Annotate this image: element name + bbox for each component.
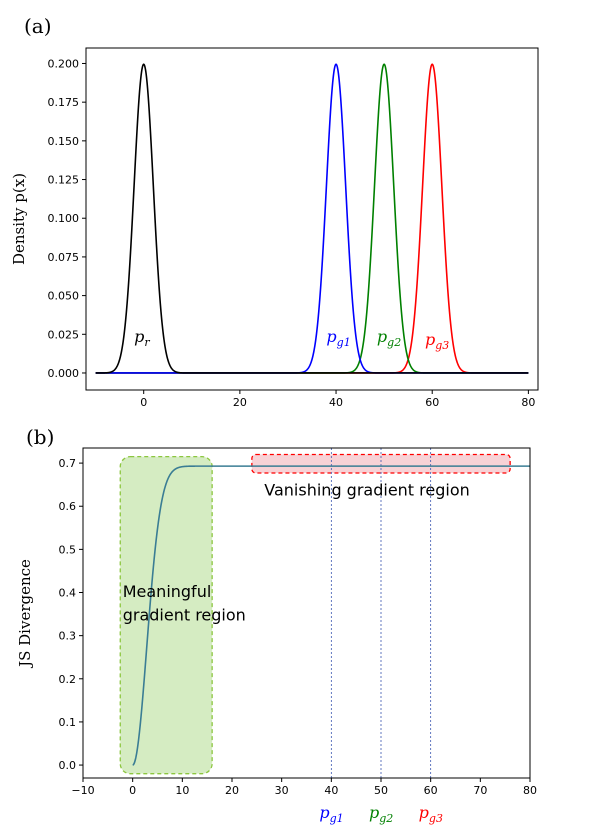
panel-b-ytick-label: 0.7: [59, 457, 77, 470]
vline-label-g3: pg3: [419, 803, 443, 825]
panel-b-xtick-label: 70: [473, 784, 487, 797]
panel-a-axes-frame: [85, 47, 539, 391]
vline-label-g1: pg1: [319, 803, 343, 825]
density-curve-g2: [95, 63, 529, 374]
density-curve-g3: [95, 63, 529, 374]
panel-b-ytick-label: 0.0: [59, 759, 77, 772]
panel-b-ytick-label: 0.4: [59, 587, 77, 600]
panel-a-ytick-label: 0.100: [48, 212, 80, 225]
panel-b-xtick-label: 40: [324, 784, 338, 797]
panel-a-xtick-label: 40: [329, 396, 343, 409]
panel-a-ytick-label: 0.075: [48, 251, 80, 264]
panel-a-ytick-label: 0.150: [48, 135, 80, 148]
panel-b-ylabel: JS Divergence: [16, 559, 34, 669]
panel-b-xtick-label: 80: [523, 784, 537, 797]
panel-b-xtick-label: −10: [71, 784, 94, 797]
panel-a-ylabel: Density p(x): [10, 173, 28, 265]
curve-label-g1: pg1: [326, 327, 350, 349]
panel-b-xtick-label: 60: [424, 784, 438, 797]
panel-a-ytick-label: 0.000: [48, 367, 80, 380]
curve-label-g3: pg3: [425, 330, 449, 352]
panel-b-xtick-label: 10: [175, 784, 189, 797]
panel-b-xtick-label: 0: [129, 784, 136, 797]
density-curve-r: [95, 63, 529, 374]
panel-a-xtick-label: 20: [233, 396, 247, 409]
panel-b-label: (b): [26, 425, 54, 449]
panel-a-ytick-label: 0.025: [48, 328, 80, 341]
panel-b-axes-frame: [82, 447, 531, 779]
vline-label-g2: pg2: [369, 803, 393, 825]
panel-a-label: (a): [24, 14, 52, 38]
panel-b-xtick-label: 30: [275, 784, 289, 797]
panel-b-ytick-label: 0.6: [59, 500, 77, 513]
curve-label-g2: pg2: [377, 327, 401, 349]
panel-a-ytick-label: 0.050: [48, 290, 80, 303]
panel-b-ytick-label: 0.3: [59, 630, 77, 643]
panel-a-xtick-label: 0: [140, 396, 147, 409]
meaningful-region-text: Meaningful: [123, 582, 212, 601]
vanishing-region-box: [251, 453, 511, 474]
panel-b-xtick-label: 50: [374, 784, 388, 797]
panel-b-ytick-label: 0.2: [59, 673, 77, 686]
panel-a-xtick-label: 80: [521, 396, 535, 409]
vanishing-region-text: Vanishing gradient region: [264, 480, 469, 499]
density-curve-g1: [95, 63, 529, 374]
panel-a-ytick-label: 0.200: [48, 57, 80, 70]
curve-label-r: pr: [134, 327, 150, 349]
panel-a-ytick-label: 0.125: [48, 174, 80, 187]
panel-a-xtick-label: 60: [425, 396, 439, 409]
js-divergence-curve: [132, 465, 530, 766]
meaningful-region-text: gradient region: [123, 606, 246, 625]
panel-b-ytick-label: 0.5: [59, 543, 77, 556]
panel-a-ytick-label: 0.175: [48, 96, 80, 109]
panel-b-ytick-label: 0.1: [59, 716, 77, 729]
panel-b-xtick-label: 20: [225, 784, 239, 797]
